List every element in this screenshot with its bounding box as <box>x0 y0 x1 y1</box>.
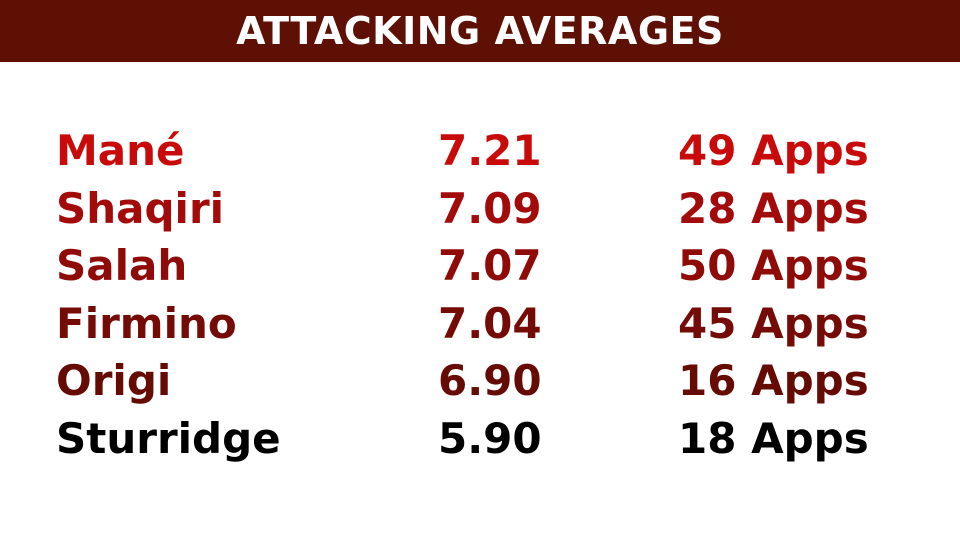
player-rating: 6.90 <box>438 356 542 406</box>
player-apps: 16 Apps <box>678 356 869 406</box>
stats-table: Mané 7.21 49 Apps Shaqiri 7.09 28 Apps S… <box>0 122 960 468</box>
player-rating: 7.07 <box>438 241 542 291</box>
player-name: Sturridge <box>56 413 281 463</box>
player-name: Origi <box>56 356 172 406</box>
page-title: ATTACKING AVERAGES <box>236 9 724 53</box>
player-row: Firmino 7.04 45 Apps <box>0 295 960 353</box>
player-apps: 28 Apps <box>678 183 869 233</box>
player-apps: 50 Apps <box>678 241 869 291</box>
player-rating: 7.04 <box>438 298 542 348</box>
player-row: Sturridge 5.90 18 Apps <box>0 410 960 468</box>
player-apps: 18 Apps <box>678 413 869 463</box>
player-row: Shaqiri 7.09 28 Apps <box>0 180 960 238</box>
player-row: Salah 7.07 50 Apps <box>0 237 960 295</box>
player-rating: 7.21 <box>438 126 542 175</box>
player-apps: 45 Apps <box>678 298 869 348</box>
player-rating: 7.09 <box>438 183 542 233</box>
player-name: Firmino <box>56 298 237 348</box>
player-name: Salah <box>56 241 188 291</box>
player-rating: 5.90 <box>438 413 542 463</box>
player-row: Origi 6.90 16 Apps <box>0 352 960 410</box>
player-name: Shaqiri <box>56 183 225 233</box>
title-bar: ATTACKING AVERAGES <box>0 0 960 62</box>
player-row: Mané 7.21 49 Apps <box>0 122 960 180</box>
player-apps: 49 Apps <box>678 126 869 175</box>
player-name: Mané <box>56 126 185 175</box>
